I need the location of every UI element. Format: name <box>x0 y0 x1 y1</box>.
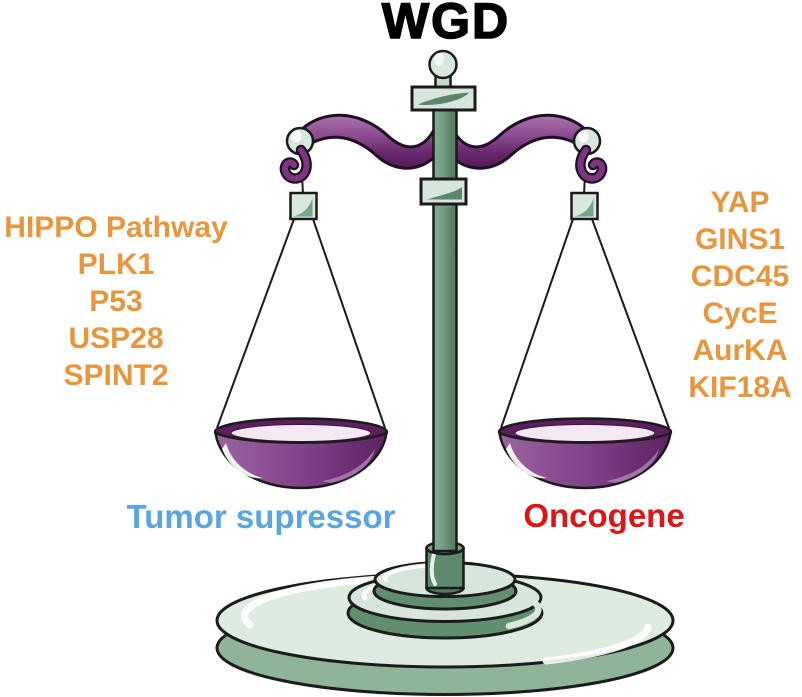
right-pan <box>497 417 673 490</box>
hanger-blocks <box>289 191 599 221</box>
pole-collar <box>419 177 468 206</box>
gene-item: USP28 <box>68 322 164 355</box>
scale-pole <box>425 101 465 556</box>
oncogene-label: Oncogene <box>523 497 685 534</box>
tumor-suppressor-label: Tumor supressor <box>126 498 396 535</box>
gene-item: P53 <box>89 285 143 318</box>
left-pan <box>213 417 389 490</box>
gene-item: AurKA <box>692 334 788 367</box>
figure-title: WGD <box>381 0 511 49</box>
pan-hooks <box>279 144 608 184</box>
gene-item: CycE <box>702 297 778 330</box>
scale-base <box>215 540 675 696</box>
pole-top-finial <box>410 49 477 112</box>
tumor-suppressor-gene-list: HIPPO Pathway PLK1 P53 USP28 SPINT2 <box>4 209 227 394</box>
beam-end-balls <box>285 126 602 156</box>
gene-item: SPINT2 <box>63 359 169 392</box>
gene-item: HIPPO Pathway <box>4 211 228 244</box>
gene-item: CDC45 <box>690 260 790 293</box>
gene-item: PLK1 <box>77 248 155 281</box>
gene-item: YAP <box>710 186 770 219</box>
gene-item: KIF18A <box>688 371 792 404</box>
oncogene-gene-list: YAP GINS1 CDC45 CycE AurKA KIF18A <box>688 184 791 406</box>
gene-item: GINS1 <box>694 223 786 256</box>
